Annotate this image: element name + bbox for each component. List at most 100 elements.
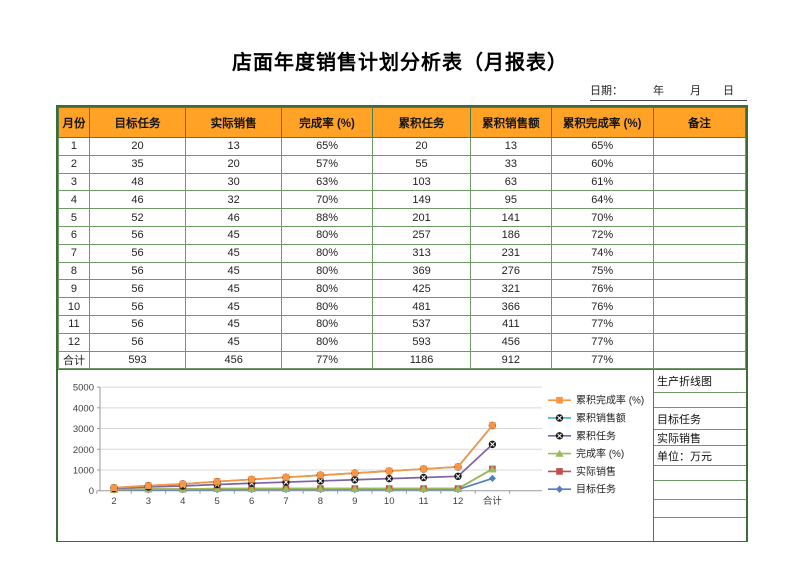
table-cell[interactable]: 65% [281,137,373,156]
table-cell[interactable]: 55 [371,154,472,174]
table-cell[interactable]: 20 [371,137,472,156]
table-cell[interactable] [652,190,747,210]
table-cell[interactable]: 77% [281,350,373,370]
table-cell[interactable]: 80% [281,314,373,334]
column-header[interactable]: 累积任务 [371,107,472,138]
table-cell[interactable]: 257 [371,225,472,245]
table-cell[interactable]: 593 [371,332,472,352]
table-cell[interactable]: 76% [550,279,654,299]
table-cell[interactable]: 64% [550,190,654,210]
table-cell[interactable]: 56 [88,279,187,299]
table-cell[interactable]: 52 [88,208,187,227]
row-label-cell[interactable]: 7 [58,243,90,263]
side-panel-cell[interactable] [654,518,746,541]
table-cell[interactable]: 56 [88,314,187,334]
table-cell[interactable]: 20 [88,137,187,156]
table-cell[interactable]: 45 [185,279,283,299]
table-cell[interactable] [652,350,747,370]
table-cell[interactable]: 13 [470,137,552,156]
table-cell[interactable]: 30 [185,172,283,192]
table-cell[interactable]: 77% [550,332,654,352]
row-label-cell[interactable]: 5 [58,208,90,227]
side-panel-cell[interactable] [654,481,746,501]
table-cell[interactable]: 369 [371,261,472,281]
table-cell[interactable]: 321 [470,279,552,299]
table-cell[interactable]: 33 [470,154,552,174]
table-cell[interactable]: 141 [470,208,552,227]
table-cell[interactable]: 45 [185,261,283,281]
row-label-cell[interactable]: 1 [58,137,90,156]
table-cell[interactable]: 61% [550,172,654,192]
table-cell[interactable]: 56 [88,225,187,245]
table-cell[interactable] [652,297,747,316]
table-cell[interactable] [652,332,747,352]
table-cell[interactable]: 20 [185,154,283,174]
column-header[interactable]: 完成率 (%) [281,107,373,138]
table-cell[interactable]: 45 [185,225,283,245]
row-label-cell[interactable]: 3 [58,172,90,192]
table-cell[interactable]: 60% [550,154,654,174]
row-label-cell[interactable]: 4 [58,190,90,210]
column-header[interactable]: 累积销售额 [470,107,552,138]
row-label-cell[interactable]: 11 [58,314,90,334]
row-label-cell[interactable]: 6 [58,225,90,245]
row-label-cell[interactable]: 合计 [58,350,90,370]
table-cell[interactable]: 63% [281,172,373,192]
side-panel-cell[interactable] [654,500,746,519]
table-cell[interactable]: 56 [88,297,187,316]
table-cell[interactable]: 537 [371,314,472,334]
table-cell[interactable]: 32 [185,190,283,210]
table-cell[interactable] [652,137,747,156]
side-panel-cell[interactable]: 单位：万元 [654,446,746,467]
table-cell[interactable]: 63 [470,172,552,192]
table-cell[interactable]: 45 [185,314,283,334]
table-cell[interactable]: 56 [88,332,187,352]
table-cell[interactable]: 80% [281,225,373,245]
table-cell[interactable]: 57% [281,154,373,174]
table-cell[interactable] [652,261,747,281]
table-cell[interactable]: 366 [470,297,552,316]
table-cell[interactable]: 456 [470,332,552,352]
table-cell[interactable]: 276 [470,261,552,281]
table-cell[interactable]: 56 [88,261,187,281]
table-cell[interactable]: 80% [281,297,373,316]
table-cell[interactable] [652,279,747,299]
table-cell[interactable]: 149 [371,190,472,210]
table-cell[interactable]: 76% [550,297,654,316]
table-cell[interactable] [652,243,747,263]
table-cell[interactable]: 13 [185,137,283,156]
table-cell[interactable]: 231 [470,243,552,263]
table-cell[interactable]: 45 [185,332,283,352]
table-cell[interactable] [652,314,747,334]
table-cell[interactable]: 72% [550,225,654,245]
table-cell[interactable]: 1186 [371,350,472,370]
side-panel-cell[interactable]: 实际销售 [654,430,746,447]
table-cell[interactable]: 46 [185,208,283,227]
table-cell[interactable] [652,225,747,245]
table-cell[interactable]: 46 [88,190,187,210]
table-cell[interactable] [652,154,747,174]
column-header[interactable]: 累积完成率 (%) [550,107,654,138]
table-cell[interactable]: 70% [281,190,373,210]
side-panel-cell[interactable]: 目标任务 [654,408,746,431]
table-cell[interactable]: 45 [185,243,283,263]
side-panel-cell[interactable] [654,466,746,482]
table-cell[interactable]: 201 [371,208,472,227]
table-cell[interactable]: 80% [281,279,373,299]
table-cell[interactable]: 95 [470,190,552,210]
table-cell[interactable]: 75% [550,261,654,281]
row-label-cell[interactable]: 9 [58,279,90,299]
table-cell[interactable]: 313 [371,243,472,263]
table-cell[interactable]: 593 [88,350,187,370]
table-cell[interactable]: 456 [185,350,283,370]
table-cell[interactable]: 912 [470,350,552,370]
table-cell[interactable]: 77% [550,350,654,370]
column-header[interactable]: 目标任务 [88,107,187,138]
table-cell[interactable]: 80% [281,243,373,263]
table-cell[interactable]: 80% [281,332,373,352]
table-cell[interactable]: 65% [550,137,654,156]
row-label-cell[interactable]: 8 [58,261,90,281]
row-label-cell[interactable]: 12 [58,332,90,352]
table-cell[interactable]: 481 [371,297,472,316]
column-header[interactable]: 实际销售 [185,107,283,138]
